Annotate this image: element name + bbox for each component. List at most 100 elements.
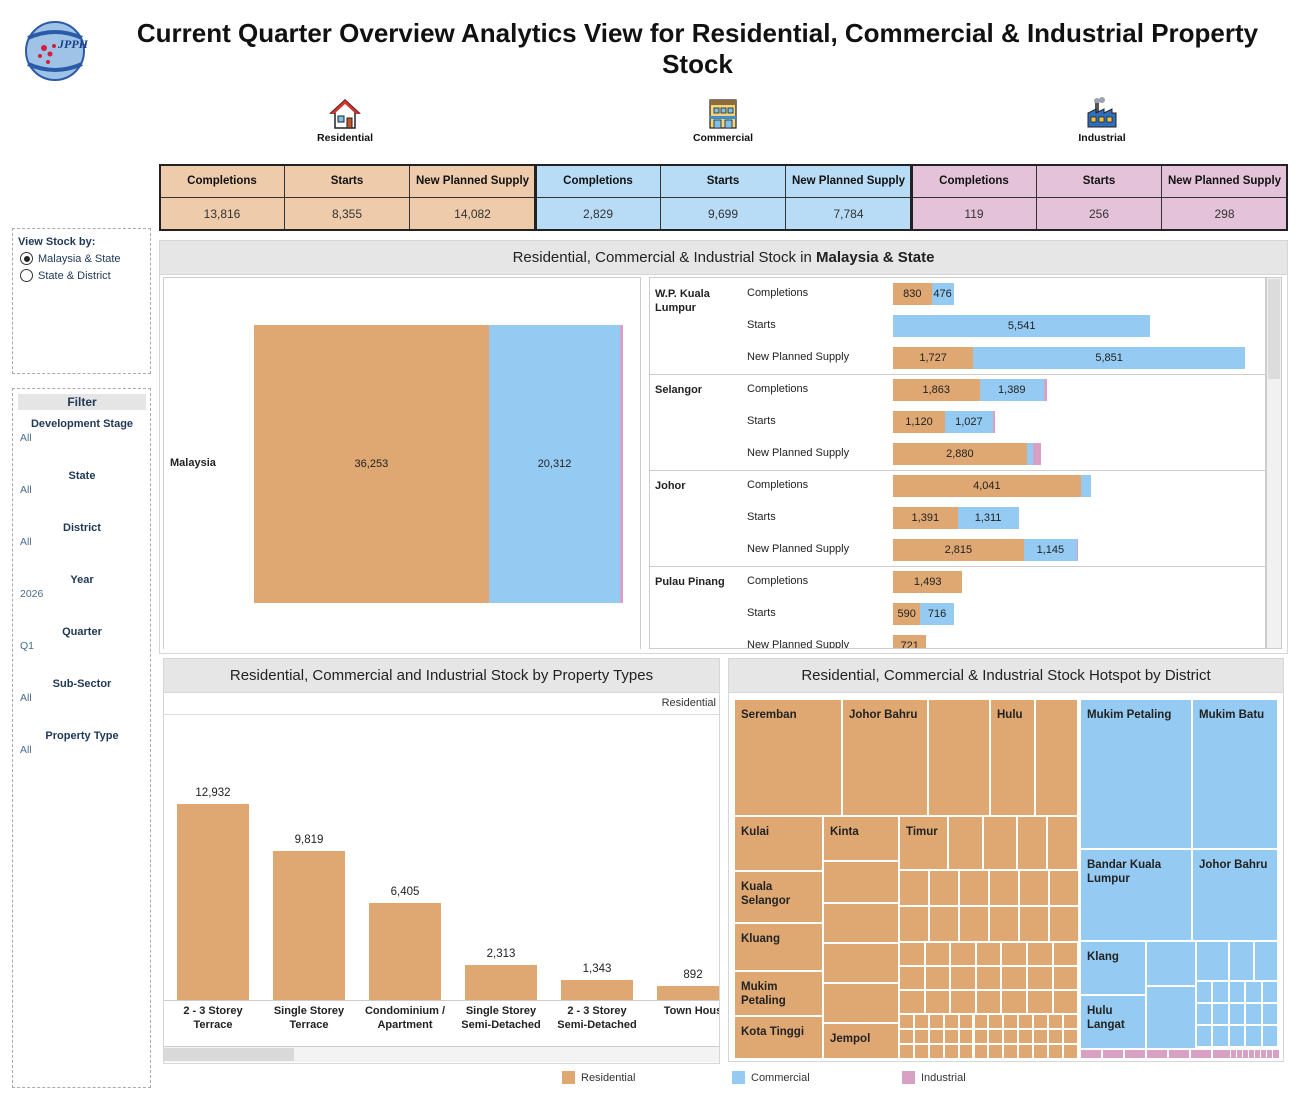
treemap-cell[interactable] (1196, 1003, 1213, 1025)
state-commercial-bar[interactable]: 476 (931, 283, 954, 305)
treemap-cell[interactable] (924, 942, 951, 966)
state-residential-bar[interactable]: 4,041 (893, 475, 1081, 497)
state-residential-bar[interactable]: 1,493 (893, 571, 963, 593)
treemap-cell[interactable] (1003, 1029, 1019, 1044)
filter-value-dropdown[interactable]: 2026 (20, 588, 44, 600)
state-residential-bar[interactable]: 2,815 (893, 539, 1024, 561)
treemap-cell[interactable]: Kota Tinggi (734, 1016, 823, 1059)
treemap-cell[interactable] (1048, 1014, 1063, 1029)
treemap-cell[interactable] (988, 1029, 1004, 1044)
radio-state-district[interactable]: State & District (20, 269, 111, 282)
treemap-cell[interactable]: Jempol (823, 1023, 899, 1059)
treemap-cell[interactable] (1047, 816, 1078, 870)
treemap-cell[interactable] (1033, 1014, 1048, 1029)
treemap-cell[interactable] (899, 990, 925, 1014)
state-residential-bar[interactable]: 1,863 (893, 379, 980, 401)
treemap-cell[interactable] (899, 870, 929, 906)
treemap-cell[interactable] (1254, 941, 1278, 981)
treemap-cell[interactable] (1018, 1029, 1034, 1044)
treemap-cell[interactable] (1049, 906, 1079, 942)
treemap-cell[interactable] (924, 990, 951, 1014)
treemap-cell[interactable] (1027, 990, 1053, 1014)
filter-value-dropdown[interactable]: All (20, 536, 32, 548)
state-industrial-bar[interactable] (1076, 539, 1079, 561)
property-type-bar[interactable] (369, 902, 441, 1000)
treemap-cell[interactable] (1245, 1025, 1262, 1047)
treemap-cell[interactable] (823, 903, 899, 943)
treemap-cell[interactable] (948, 816, 983, 870)
state-residential-bar[interactable]: 1,391 (893, 507, 958, 529)
treemap-cell[interactable] (958, 1044, 974, 1059)
treemap-cell[interactable] (989, 870, 1019, 906)
treemap-cell[interactable] (929, 870, 959, 906)
radio-selected-icon[interactable] (20, 252, 33, 265)
treemap-cell[interactable] (1052, 942, 1079, 966)
treemap-cell[interactable] (1212, 981, 1229, 1003)
scrollbar-thumb[interactable] (164, 1048, 294, 1061)
treemap-cell[interactable]: Kinta (823, 816, 899, 861)
treemap-cell[interactable] (989, 906, 1019, 942)
state-residential-bar[interactable]: 2,880 (893, 443, 1027, 465)
treemap-cell[interactable]: Timur (899, 816, 948, 870)
treemap-cell[interactable] (973, 1029, 989, 1044)
treemap-cell[interactable] (950, 942, 976, 966)
treemap-cell[interactable] (950, 966, 976, 990)
state-commercial-bar[interactable]: 1,145 (1023, 539, 1077, 561)
scrollbar-thumb[interactable] (1268, 279, 1280, 379)
treemap-cell[interactable] (1228, 1003, 1246, 1025)
treemap-cell[interactable] (1027, 966, 1053, 990)
property-type-bar[interactable] (177, 804, 249, 1000)
treemap-cell[interactable] (959, 870, 989, 906)
state-commercial-bar[interactable]: 1,027 (945, 411, 993, 433)
treemap-cell[interactable]: Mukim Batu (1192, 699, 1278, 849)
treemap-cell[interactable] (1017, 816, 1047, 870)
treemap-cell[interactable] (1146, 1049, 1168, 1059)
treemap-cell[interactable] (1048, 1044, 1063, 1059)
treemap-cell[interactable] (950, 990, 976, 1014)
treemap-cell[interactable] (1212, 1025, 1229, 1047)
treemap-cell[interactable] (1229, 941, 1254, 981)
treemap-cell[interactable] (1033, 1029, 1048, 1044)
treemap-cell[interactable] (899, 966, 925, 990)
treemap-cell[interactable] (913, 1014, 929, 1029)
state-residential-bar[interactable]: 1,120 (893, 411, 946, 433)
treemap-cell[interactable] (958, 1029, 974, 1044)
treemap-cell[interactable] (943, 1029, 959, 1044)
malaysia-residential-bar[interactable]: 36,253 (254, 325, 489, 603)
treemap-cell[interactable]: Kuala Selangor (734, 871, 823, 923)
property-type-bar[interactable] (273, 851, 345, 1000)
treemap-cell[interactable] (924, 966, 951, 990)
treemap-cell[interactable]: Bandar Kuala Lumpur (1080, 849, 1192, 941)
treemap-cell[interactable] (1146, 986, 1196, 1049)
filter-value-dropdown[interactable]: Q1 (20, 640, 35, 652)
treemap-cell[interactable] (988, 1044, 1004, 1059)
radio-unselected-icon[interactable] (20, 269, 33, 282)
treemap-cell[interactable] (988, 1014, 1004, 1029)
treemap-cell[interactable] (899, 906, 929, 942)
treemap-cell[interactable] (959, 906, 989, 942)
treemap-cell[interactable] (823, 943, 899, 983)
treemap-cell[interactable] (1124, 1049, 1146, 1059)
treemap-cell[interactable] (1052, 990, 1079, 1014)
treemap-cell[interactable] (899, 942, 925, 966)
state-residential-bar[interactable]: 721 (893, 635, 927, 648)
treemap-cell[interactable] (1228, 981, 1246, 1003)
treemap-cell[interactable] (913, 1029, 929, 1044)
malaysia-commercial-bar[interactable]: 20,312 (488, 325, 621, 603)
treemap-cell[interactable]: Kulai (734, 816, 823, 871)
state-commercial-bar[interactable]: 5,541 (893, 315, 1151, 337)
treemap-cell[interactable] (975, 942, 1002, 966)
treemap-cell[interactable] (975, 966, 1002, 990)
treemap-cell[interactable] (1003, 1014, 1019, 1029)
treemap-cell[interactable]: Mukim Petaling (1080, 699, 1192, 849)
treemap-cell[interactable] (823, 983, 899, 1023)
treemap-cell[interactable] (1019, 906, 1049, 942)
treemap-cell[interactable]: Johor Bahru (842, 699, 928, 816)
treemap-cell[interactable]: Klang (1080, 941, 1146, 995)
filter-value-dropdown[interactable]: All (20, 484, 32, 496)
treemap-cell[interactable] (928, 699, 990, 816)
treemap-cell[interactable] (1080, 1049, 1102, 1059)
treemap-cell[interactable] (1196, 941, 1229, 981)
state-industrial-bar[interactable] (1033, 443, 1041, 465)
treemap-cell[interactable] (958, 1014, 974, 1029)
